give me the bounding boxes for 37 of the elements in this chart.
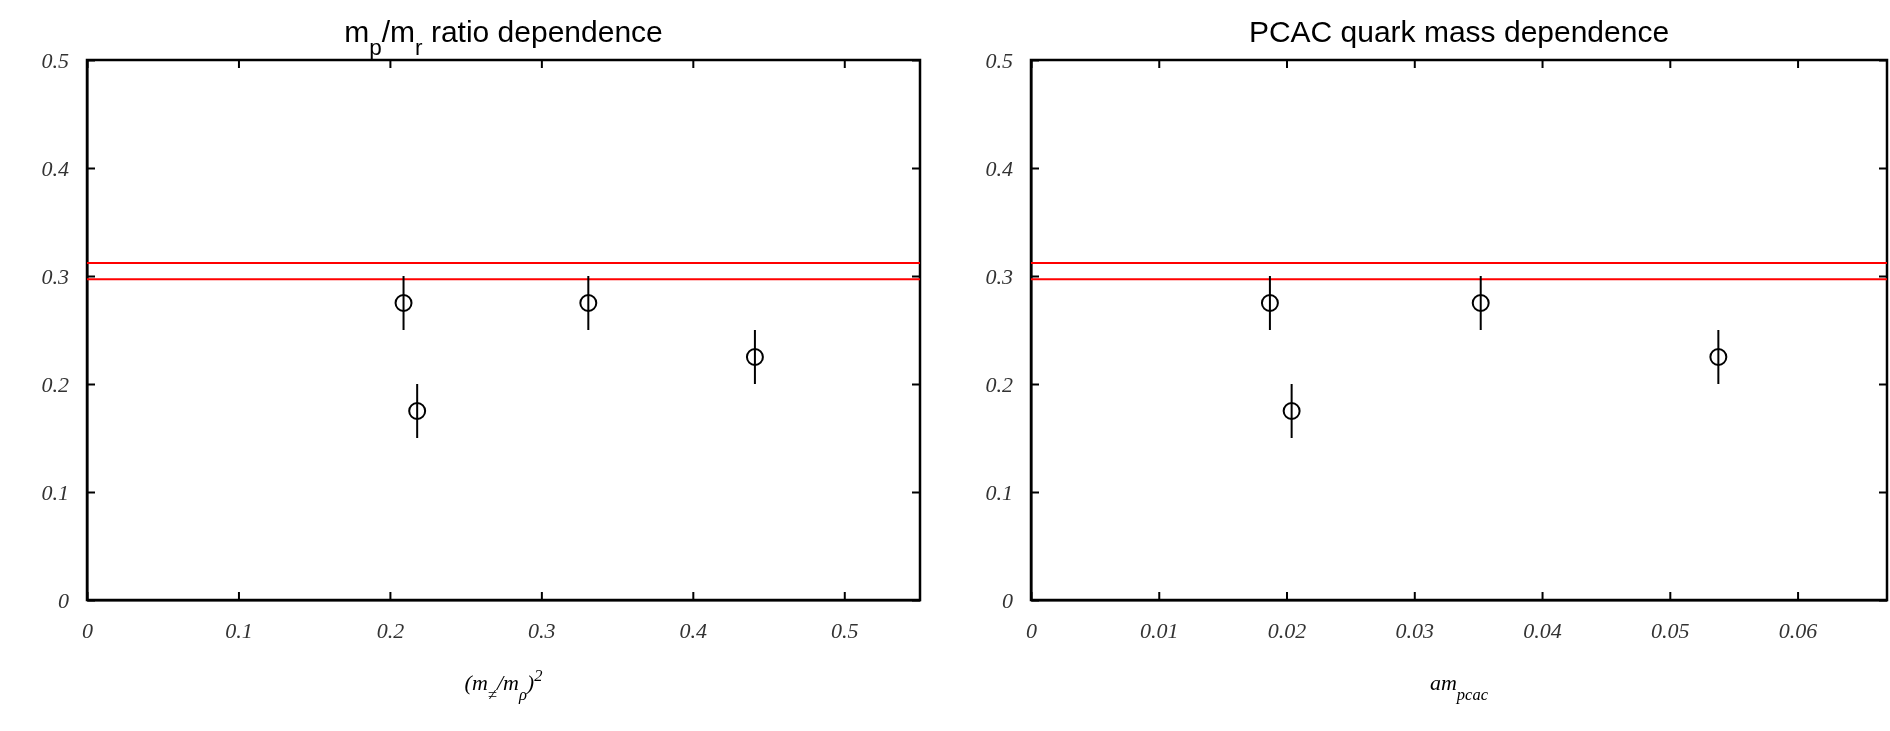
y-tick-label: 0.4 xyxy=(41,155,69,181)
chart-title: PCAC quark mass dependence xyxy=(1248,15,1670,48)
y-tick-label: 0.4 xyxy=(985,155,1013,181)
y-tick-label: 0.1 xyxy=(41,479,69,505)
x-axis-title: am$_{pcac}$ xyxy=(1429,670,1489,704)
x-tick-label: 0.4 xyxy=(679,617,708,643)
point xyxy=(408,402,427,420)
y-tick-label: 0 xyxy=(58,587,69,613)
x-tick-label: 0 xyxy=(82,617,93,643)
x-tick-label: 0.05 xyxy=(1651,617,1690,643)
x-tick-label: 0.2 xyxy=(376,617,405,643)
y-tick-label: 0.3 xyxy=(985,263,1013,289)
x-tick-label: 0.3 xyxy=(528,617,556,643)
point xyxy=(1471,294,1490,312)
y-tick-label: 0.1 xyxy=(985,479,1013,505)
point xyxy=(394,294,413,312)
x-tick-label: 0.5 xyxy=(831,617,859,643)
point xyxy=(579,294,598,312)
y-tick-label: 0.2 xyxy=(985,371,1013,397)
y-tick-label: 0.2 xyxy=(41,371,69,397)
x-tick-label: 0.1 xyxy=(225,617,253,643)
chart-title: m$_{p}$/m$_{r}$ ratio dependence xyxy=(344,15,663,60)
point xyxy=(745,348,764,366)
x-tick-label: 0.06 xyxy=(1778,617,1818,643)
y-tick-label: 0 xyxy=(1002,587,1013,613)
x-tick-label: 0.02 xyxy=(1267,617,1307,643)
point xyxy=(1282,402,1301,420)
x-axis-title: (m$_{≠}$/m$_{ρ}$)$^{2}$ xyxy=(464,665,543,704)
y-tick-label: 0.5 xyxy=(41,47,69,73)
point xyxy=(1709,348,1728,366)
x-tick-label: 0.03 xyxy=(1395,617,1435,643)
y-tick-label: 0.5 xyxy=(985,47,1013,73)
x-tick-label: 0.01 xyxy=(1140,617,1179,643)
x-tick-label: 0.04 xyxy=(1523,617,1562,643)
x-tick-label: 0 xyxy=(1026,617,1037,643)
point xyxy=(1260,294,1279,312)
y-tick-label: 0.3 xyxy=(41,263,69,289)
